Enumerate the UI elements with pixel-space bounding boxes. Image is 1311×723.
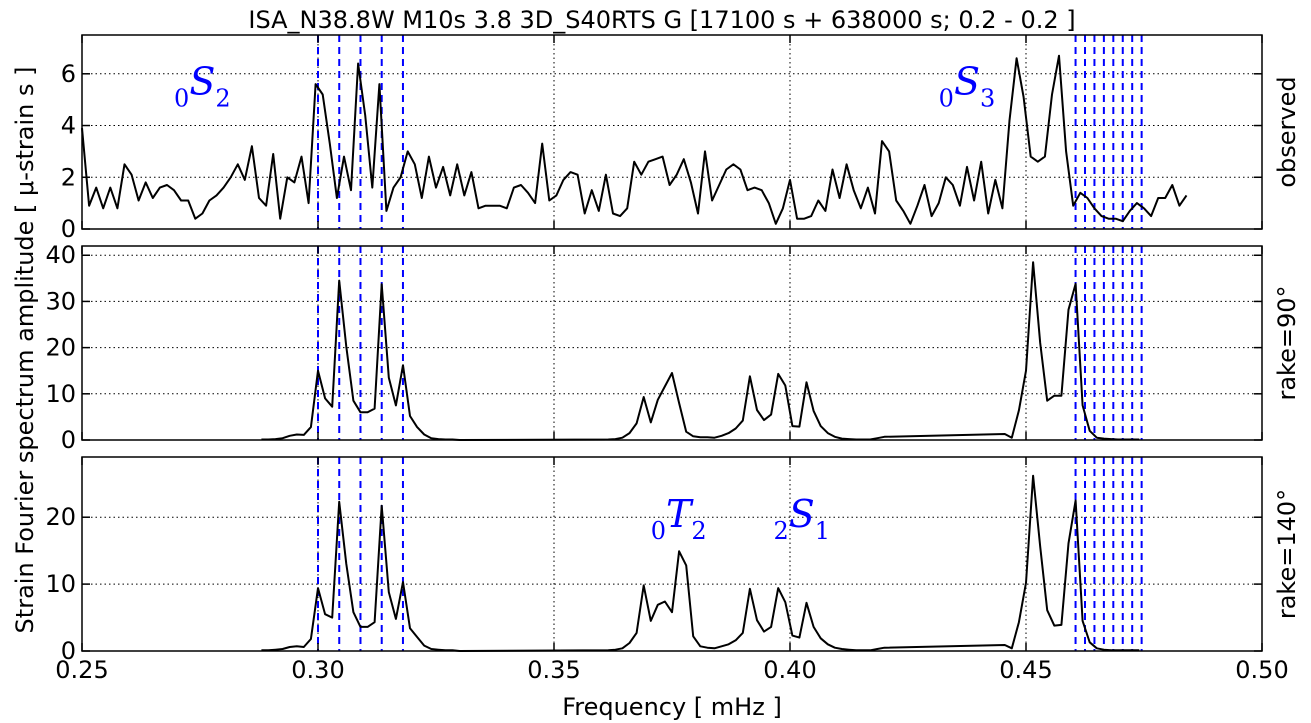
panel-label: rake=140° — [1273, 489, 1301, 619]
y-axis-title: Strain Fourier spectrum amplitude [ μ-st… — [11, 67, 39, 634]
x-axis-title: Frequency [ mHz ] — [562, 693, 782, 721]
y-tick-label: 0 — [61, 215, 76, 243]
panel-frame — [81, 34, 1263, 230]
mode-label: 2S1 — [773, 492, 830, 545]
y-tick-label: 0 — [61, 637, 76, 665]
panel-frame — [81, 456, 1263, 652]
y-tick-label: 0 — [61, 426, 76, 454]
series-line — [261, 261, 1140, 441]
mode-label: 0T2 — [651, 492, 707, 545]
y-tick-label: 40 — [45, 241, 76, 269]
panel-frame — [81, 245, 1263, 441]
y-tick-label: 6 — [61, 60, 76, 88]
x-tick-label: 0.30 — [291, 656, 344, 684]
x-tick-label: 0.25 — [55, 656, 108, 684]
panels: 0 2 4 6 observed 0S2 0S3 0 10 20 30 40 rake=90° 0 10 20… — [45, 34, 1301, 684]
panel-3: 0 10 20 rake=140° 0T2 2S1 — [45, 456, 1301, 665]
y-tick-label: 4 — [61, 112, 76, 140]
y-tick-label: 30 — [45, 287, 76, 315]
x-tick-label: 0.40 — [763, 656, 816, 684]
mode-label: 0S2 — [174, 59, 231, 112]
y-tick-label: 20 — [45, 503, 76, 531]
series-line — [81, 54, 1188, 225]
y-tick-label: 20 — [45, 334, 76, 362]
x-tick-label: 0.45 — [999, 656, 1052, 684]
panel-label: rake=90° — [1273, 285, 1301, 400]
panel-2: 0 10 20 30 40 rake=90° — [45, 241, 1301, 454]
series-line — [261, 474, 1140, 652]
y-tick-label: 2 — [61, 163, 76, 191]
panel-1: 0 2 4 6 observed 0S2 0S3 — [61, 34, 1301, 243]
x-tick-label: 0.50 — [1235, 656, 1288, 684]
figure-title: ISA_N38.8W M10s 3.8 3D_S40RTS G [17100 s… — [248, 6, 1075, 34]
y-tick-label: 10 — [45, 570, 76, 598]
x-tick-label: 0.35 — [527, 656, 580, 684]
mode-label: 0S3 — [939, 59, 996, 112]
y-tick-label: 10 — [45, 380, 76, 408]
panel-label: observed — [1273, 76, 1301, 187]
